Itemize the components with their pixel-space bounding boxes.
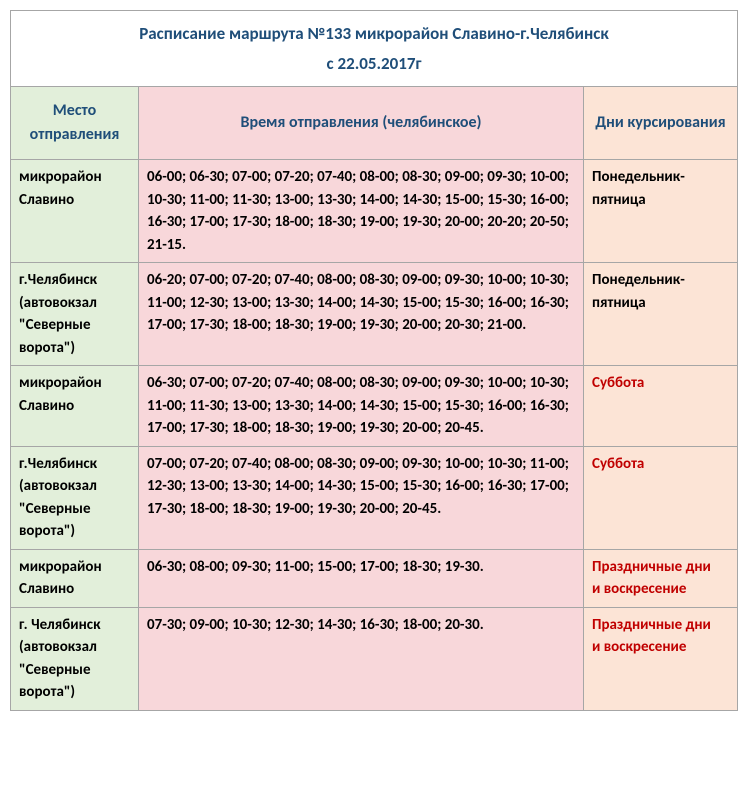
header-days: Дни курсирования bbox=[584, 87, 738, 160]
days-cell: Понедельник-пятница bbox=[584, 160, 738, 263]
place-cell: г.Челябинск (автовокзал "Северные ворота… bbox=[11, 263, 139, 366]
days-cell: Суббота bbox=[584, 366, 738, 447]
place-cell: г.Челябинск (автовокзал "Северные ворота… bbox=[11, 446, 139, 549]
schedule-table: Расписание маршрута №133 микрорайон Слав… bbox=[10, 10, 738, 711]
place-cell: микрорайон Славино bbox=[11, 549, 139, 607]
times-cell: 06-20; 07-00; 07-20; 07-40; 08-00; 08-30… bbox=[139, 263, 584, 366]
header-row: Место отправления Время отправления (чел… bbox=[11, 87, 738, 160]
place-cell: микрорайон Славино bbox=[11, 160, 139, 263]
place-cell: г. Челябинск (автовокзал "Северные ворот… bbox=[11, 607, 139, 710]
days-cell: Понедельник-пятница bbox=[584, 263, 738, 366]
header-place: Место отправления bbox=[11, 87, 139, 160]
table-row: микрорайон Славино06-30; 08-00; 09-30; 1… bbox=[11, 549, 738, 607]
title-row: Расписание маршрута №133 микрорайон Слав… bbox=[11, 11, 738, 51]
times-cell: 06-00; 06-30; 07-00; 07-20; 07-40; 08-00… bbox=[139, 160, 584, 263]
times-cell: 07-30; 09-00; 10-30; 12-30; 14-30; 16-30… bbox=[139, 607, 584, 710]
table-row: микрорайон Славино06-00; 06-30; 07-00; 0… bbox=[11, 160, 738, 263]
table-row: г. Челябинск (автовокзал "Северные ворот… bbox=[11, 607, 738, 710]
days-cell: Праздничные дни и воскресение bbox=[584, 549, 738, 607]
table-row: микрорайон Славино06-30; 07-00; 07-20; 0… bbox=[11, 366, 738, 447]
table-row: г.Челябинск (автовокзал "Северные ворота… bbox=[11, 446, 738, 549]
subtitle-row: с 22.05.2017г bbox=[11, 51, 738, 87]
schedule-title: Расписание маршрута №133 микрорайон Слав… bbox=[11, 11, 738, 51]
days-cell: Суббота bbox=[584, 446, 738, 549]
times-cell: 06-30; 08-00; 09-30; 11-00; 15-00; 17-00… bbox=[139, 549, 584, 607]
place-cell: микрорайон Славино bbox=[11, 366, 139, 447]
schedule-subtitle: с 22.05.2017г bbox=[11, 51, 738, 87]
times-cell: 07-00; 07-20; 07-40; 08-00; 08-30; 09-00… bbox=[139, 446, 584, 549]
times-cell: 06-30; 07-00; 07-20; 07-40; 08-00; 08-30… bbox=[139, 366, 584, 447]
table-row: г.Челябинск (автовокзал "Северные ворота… bbox=[11, 263, 738, 366]
days-cell: Праздничные дни и воскресение bbox=[584, 607, 738, 710]
header-times: Время отправления (челябинское) bbox=[139, 87, 584, 160]
